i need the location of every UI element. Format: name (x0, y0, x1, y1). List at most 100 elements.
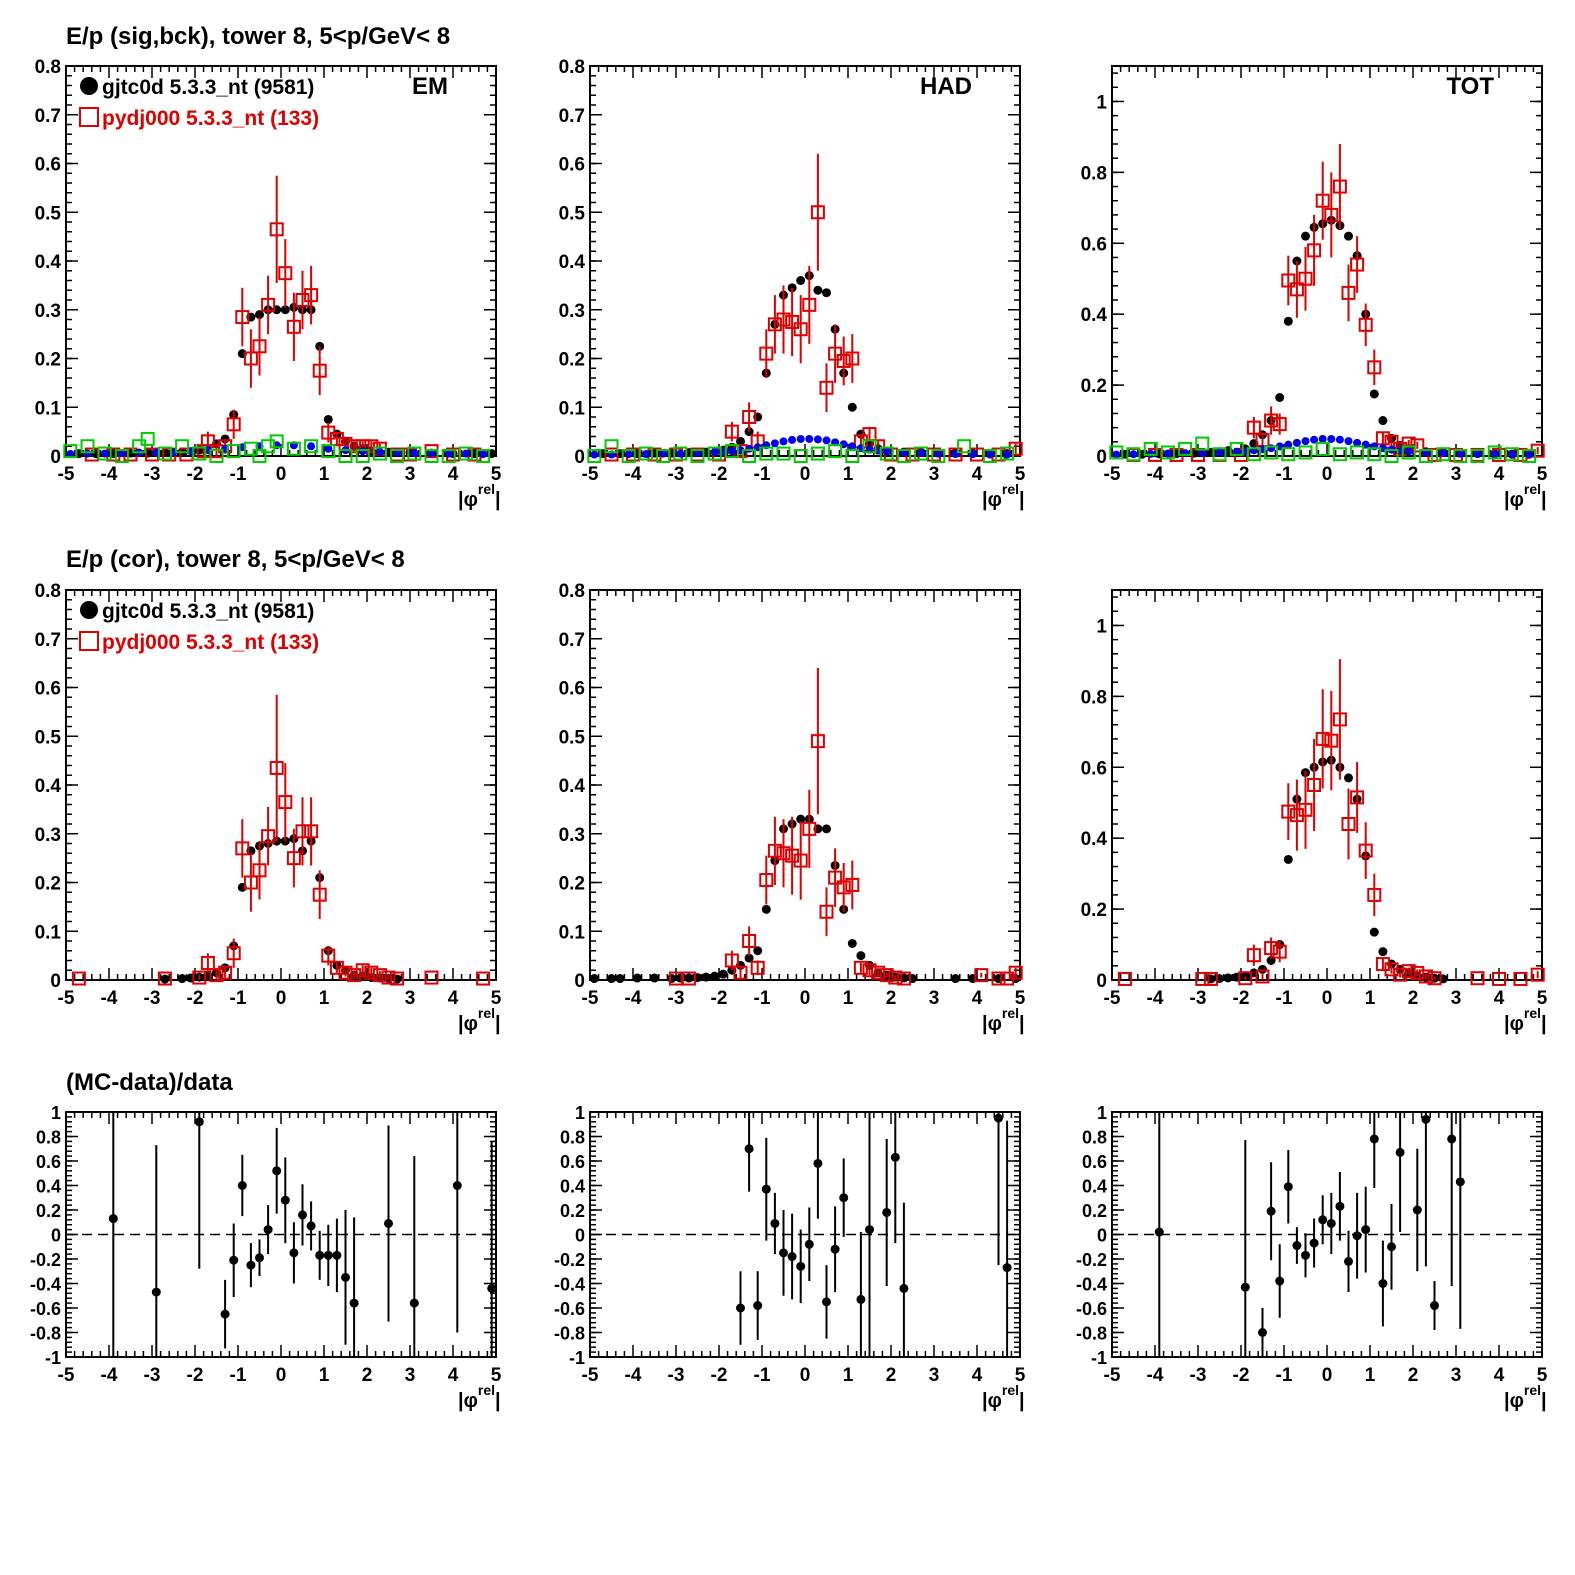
x-tick-label: -1 (1276, 464, 1293, 485)
axis-ticks (1111, 590, 1543, 981)
x-tick-label: 2 (1408, 464, 1419, 485)
data-point-square (1401, 445, 1416, 460)
y-tick-label: 0.3 (35, 825, 61, 846)
data-point (452, 1181, 462, 1190)
x-axis-label-sup: rel (478, 1005, 495, 1021)
y-tick-label: -0.8 (30, 1324, 61, 1344)
data-point (229, 1255, 239, 1265)
data-point-square (1341, 817, 1356, 831)
x-tick-label: -2 (1233, 1365, 1250, 1386)
data-point-square (218, 965, 233, 980)
data-point (693, 449, 702, 458)
x-tick-label: -1 (230, 1365, 247, 1386)
data-point-square (785, 314, 800, 329)
data-point (1232, 447, 1241, 456)
data-point-square (192, 446, 207, 461)
data-point (1387, 1242, 1396, 1252)
x-tick-label: -4 (1147, 988, 1164, 1009)
x-tick-label: -5 (1104, 464, 1121, 485)
y-tick-label: -0.6 (1076, 1299, 1107, 1319)
data-point (822, 288, 831, 298)
data-point (718, 969, 728, 979)
data-point (1412, 1205, 1422, 1215)
data-point-square (707, 446, 722, 461)
data-point (323, 1250, 333, 1260)
data-point-square (1332, 712, 1347, 727)
data-point-square (673, 446, 688, 461)
data-point-square (390, 449, 405, 463)
chart-panel-r2c1: -5 -4 -3 -2 -1 0 1 2 3 4 5 -1 -0.8 -0.6 -0.4 -0.2 0 0.2 0.… (554, 1103, 1026, 1412)
data-point (1301, 1250, 1310, 1260)
data-point-square (1418, 969, 1433, 984)
x-axis-label: |φrel| (1504, 1382, 1547, 1412)
data-point-square (1315, 731, 1330, 746)
data-point (479, 450, 488, 459)
data-point (1240, 1282, 1250, 1292)
data-point-square (252, 339, 267, 354)
row-title-sig-bck: E/p (sig,bck), tower 8, 5<p/GeV< 8 (66, 23, 450, 50)
data-point-square (1008, 965, 1023, 980)
y-tick-label: 0.8 (35, 57, 61, 78)
y-tick-label: 0.4 (1081, 305, 1108, 326)
data-point (1525, 450, 1534, 459)
data-point-square (862, 963, 877, 978)
data-point (349, 1298, 359, 1308)
data-point-square (1418, 449, 1433, 463)
x-tick-label: 5 (491, 464, 502, 485)
data-point (1439, 449, 1448, 458)
x-tick-label: 3 (405, 1365, 416, 1386)
data-point (882, 447, 891, 456)
x-tick-label: 3 (405, 988, 416, 1009)
x-axis-label-bar-left: |φ (1504, 489, 1524, 511)
chart-panel-r1c2: -5 -4 -3 -2 -1 0 1 2 3 4 5 0 0.2 0.4 0.6 0.8 1 |φrel| (1081, 589, 1548, 1035)
y-tick-label: 0 (51, 1226, 61, 1246)
data-point-square (1298, 271, 1313, 286)
series-1 (1126, 144, 1545, 462)
data-point (384, 1218, 393, 1228)
data-point-square (1324, 733, 1339, 748)
legend-label: gjtc0d 5.3.3_nt (9581) (102, 600, 314, 623)
data-point-square (1487, 445, 1502, 460)
data-point (830, 1244, 840, 1254)
data-point-square (1246, 948, 1261, 963)
data-point-square (1530, 967, 1545, 982)
x-tick-label: -2 (187, 988, 204, 1009)
data-point-square (1126, 447, 1141, 462)
data-point (1318, 1215, 1328, 1225)
x-tick-label: -3 (1190, 1365, 1207, 1386)
y-tick-label: 0.3 (559, 301, 585, 322)
data-point-square (759, 346, 774, 361)
data-point (1129, 450, 1138, 459)
chart-panel-r0c0: -5 -4 -3 -2 -1 0 1 2 3 4 5 0 0.1 0.2 0.3 0.4 0.5 0.6 0.7 0.… (35, 57, 502, 511)
x-tick-label: 0 (1322, 988, 1333, 1009)
x-tick-label: 0 (1322, 1365, 1333, 1386)
x-axis-label: |φrel| (982, 481, 1025, 511)
x-axis-label: |φrel| (982, 1382, 1025, 1412)
data-point-square (278, 266, 293, 281)
data-point (1301, 231, 1310, 241)
y-tick-label: 0.8 (35, 581, 61, 602)
data-point-square (209, 968, 224, 983)
x-tick-label: -2 (187, 1365, 204, 1386)
data-point (847, 938, 857, 948)
legend: gjtc0d 5.3.3_nt (9581) pydj000 5.3.3_nt (… (79, 76, 319, 130)
data-point-square (1350, 790, 1365, 805)
data-point-square (621, 449, 636, 463)
data-point (805, 434, 814, 443)
x-axis-label: |φrel| (458, 1005, 501, 1035)
data-point (1310, 435, 1319, 444)
x-tick-label: -5 (582, 464, 599, 485)
data-point-square (355, 963, 370, 978)
x-axis-label-sup: rel (1002, 1382, 1019, 1398)
data-point-square (1401, 964, 1416, 979)
data-point-square (1470, 971, 1485, 986)
y-tick-label: 0.5 (35, 727, 62, 748)
data-point-square (1367, 447, 1382, 462)
data-point-square (1272, 944, 1287, 959)
y-tick-label: 0.1 (35, 398, 62, 419)
data-point-square (321, 444, 336, 459)
data-point (787, 1252, 797, 1262)
data-point-square (1358, 843, 1373, 858)
data-point-square (845, 351, 860, 366)
y-tick-label: -1 (1091, 1348, 1107, 1368)
